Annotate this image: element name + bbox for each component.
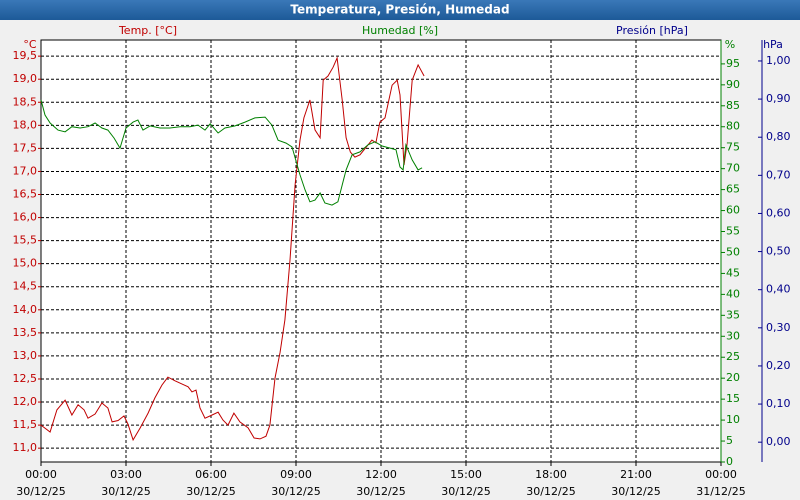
series-line (40, 99, 423, 206)
y2-tick-label: 0 (726, 455, 733, 468)
y3-tick-label: 0,50 (766, 245, 791, 258)
y-tick-label: 18,0 (13, 118, 38, 131)
x-tick-date: 30/12/25 (186, 485, 235, 498)
x-tick-label: 18:00 (535, 468, 567, 481)
y3-tick-label: 0,60 (766, 206, 791, 219)
y2-tick-label: 15 (726, 392, 740, 405)
y3-tick-label: 0,30 (766, 321, 791, 334)
chart-title: Temperatura, Presión, Humedad (290, 3, 509, 17)
y2-tick-label: 80 (726, 120, 740, 133)
y2-tick-label: 25 (726, 350, 740, 363)
y3-tick-label: 0,20 (766, 359, 791, 372)
y-tick-label: 15,0 (13, 257, 38, 270)
y3-tick-label: 0,10 (766, 397, 791, 410)
y-axis-unit: °C (23, 38, 37, 51)
y2-tick-label: 45 (726, 266, 740, 279)
x-tick-label: 15:00 (450, 468, 482, 481)
x-tick-date: 31/12/25 (696, 485, 745, 498)
y2-axis-title: Humedad [%] (362, 24, 438, 37)
y-tick-label: 16,5 (13, 188, 38, 201)
y-tick-label: 11,5 (13, 418, 38, 431)
y-tick-label: 14,0 (13, 303, 38, 316)
y2-axis-unit: % (725, 38, 735, 51)
x-tick-label: 06:00 (195, 468, 227, 481)
y2-tick-label: 30 (726, 329, 740, 342)
y-tick-label: 12,0 (13, 395, 38, 408)
y-tick-label: 13,0 (13, 349, 38, 362)
y-tick-label: 19,5 (13, 49, 38, 62)
y2-tick-label: 75 (726, 141, 740, 154)
y-axis-title: Temp. [°C] (118, 24, 177, 37)
y-tick-label: 18,5 (13, 95, 38, 108)
x-tick-label: 03:00 (110, 468, 142, 481)
y-tick-label: 14,5 (13, 280, 38, 293)
x-tick-date: 30/12/25 (16, 485, 65, 498)
y2-tick-label: 55 (726, 225, 740, 238)
y2-tick-label: 95 (726, 57, 740, 70)
y2-tick-label: 10 (726, 413, 740, 426)
y-tick-label: 17,5 (13, 141, 38, 154)
x-tick-label: 09:00 (280, 468, 312, 481)
y2-tick-label: 50 (726, 245, 740, 258)
x-tick-date: 30/12/25 (356, 485, 405, 498)
y-tick-label: 15,5 (13, 234, 38, 247)
y2-tick-label: 20 (726, 371, 740, 384)
x-tick-date: 30/12/25 (441, 485, 490, 498)
y2-tick-label: 60 (726, 204, 740, 217)
y3-axis-title: Presión [hPa] (616, 24, 688, 37)
title-bar (0, 0, 800, 20)
x-tick-label: 00:00 (25, 468, 57, 481)
y2-tick-label: 35 (726, 308, 740, 321)
x-tick-date: 30/12/25 (271, 485, 320, 498)
x-tick-label: 00:00 (705, 468, 737, 481)
y3-tick-label: 1,00 (766, 54, 791, 67)
y3-tick-label: 0,00 (766, 435, 791, 448)
y2-tick-label: 40 (726, 287, 740, 300)
y-tick-label: 11,0 (13, 441, 38, 454)
x-tick-date: 30/12/25 (526, 485, 575, 498)
y3-tick-label: 0,40 (766, 283, 791, 296)
y-tick-label: 13,5 (13, 326, 38, 339)
y3-axis-unit: hPa (763, 38, 783, 51)
y2-tick-label: 65 (726, 183, 740, 196)
y3-tick-label: 0,80 (766, 130, 791, 143)
x-tick-date: 30/12/25 (101, 485, 150, 498)
x-tick-date: 30/12/25 (611, 485, 660, 498)
y-tick-label: 12,5 (13, 372, 38, 385)
y2-tick-label: 90 (726, 78, 740, 91)
y-tick-label: 17,0 (13, 164, 38, 177)
y-tick-label: 16,0 (13, 211, 38, 224)
x-tick-label: 12:00 (365, 468, 397, 481)
y2-tick-label: 70 (726, 162, 740, 175)
y2-tick-label: 5 (726, 434, 733, 447)
y3-tick-label: 0,90 (766, 92, 791, 105)
x-tick-label: 21:00 (620, 468, 652, 481)
y-tick-label: 19,0 (13, 72, 38, 85)
y3-tick-label: 0,70 (766, 168, 791, 181)
y2-tick-label: 85 (726, 99, 740, 112)
